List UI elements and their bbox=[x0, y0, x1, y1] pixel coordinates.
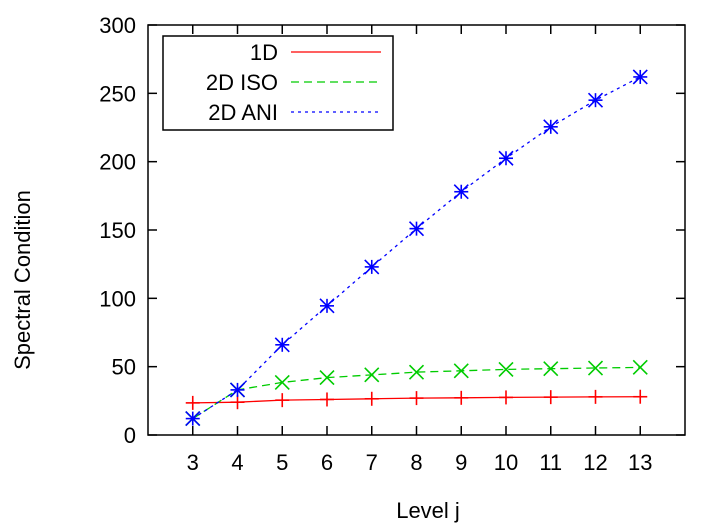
data-point bbox=[453, 184, 469, 200]
y-tick-label: 150 bbox=[99, 218, 136, 243]
data-point bbox=[319, 298, 335, 314]
data-point bbox=[587, 360, 604, 376]
legend-label: 1D bbox=[250, 40, 278, 65]
data-point bbox=[499, 390, 513, 405]
data-point bbox=[633, 389, 648, 404]
legend: 1D 2D ISO 2D ANI bbox=[162, 35, 394, 131]
data-point bbox=[185, 395, 200, 410]
data-point bbox=[408, 364, 425, 380]
legend-label: 2D ANI bbox=[208, 100, 278, 125]
x-tick-label: 11 bbox=[539, 450, 562, 475]
data-point bbox=[274, 374, 290, 390]
y-tick-label: 0 bbox=[124, 423, 136, 448]
legend-item: 2D ISO bbox=[206, 70, 381, 95]
data-point bbox=[274, 337, 290, 353]
legend-box bbox=[162, 35, 394, 131]
data-point bbox=[632, 69, 648, 85]
data-point bbox=[632, 359, 648, 375]
series-1d bbox=[185, 389, 648, 410]
x-tick-label: 12 bbox=[583, 450, 607, 475]
data-point bbox=[587, 92, 604, 108]
x-tick-label: 13 bbox=[628, 450, 652, 475]
data-point bbox=[588, 389, 603, 404]
data-point bbox=[230, 395, 245, 410]
x-tick-label: 6 bbox=[321, 450, 333, 475]
data-point bbox=[364, 391, 379, 406]
data-point bbox=[453, 363, 469, 379]
y-tick-label: 50 bbox=[112, 355, 136, 380]
x-tick-label: 7 bbox=[366, 450, 378, 475]
x-tick-label: 8 bbox=[410, 450, 422, 475]
data-point bbox=[543, 390, 558, 405]
x-tick-label: 5 bbox=[276, 450, 288, 475]
data-point bbox=[185, 411, 201, 427]
series-layer bbox=[185, 69, 648, 427]
y-tick-label: 250 bbox=[99, 81, 136, 106]
data-point bbox=[543, 119, 559, 135]
y-tick-label: 200 bbox=[99, 150, 136, 175]
data-point bbox=[408, 221, 425, 237]
x-tick-label: 4 bbox=[231, 450, 243, 475]
x-axis-title: Level j bbox=[396, 498, 460, 523]
legend-label: 2D ISO bbox=[206, 70, 278, 95]
x-tick-label: 3 bbox=[187, 450, 199, 475]
data-point bbox=[275, 393, 290, 408]
data-point bbox=[454, 390, 469, 405]
data-point bbox=[498, 150, 514, 166]
legend-item: 1D bbox=[250, 40, 381, 65]
data-point bbox=[319, 370, 335, 386]
series-line bbox=[192, 366, 641, 420]
axes-layer: 0 50 100 150 200 250 300 3 4 5 6 7 8 9 10 11 12 13 bbox=[99, 13, 686, 475]
y-tick-label: 100 bbox=[99, 286, 136, 311]
data-point bbox=[543, 361, 559, 377]
data-point bbox=[229, 382, 246, 398]
x-tick-label: 10 bbox=[494, 450, 518, 475]
data-point bbox=[364, 367, 380, 383]
data-point bbox=[364, 259, 380, 275]
data-point bbox=[498, 361, 514, 377]
data-point bbox=[409, 391, 424, 406]
legend-item: 2D ANI bbox=[208, 100, 381, 125]
y-axis-title: Spectral Condition bbox=[10, 190, 35, 370]
series-2d-ani bbox=[185, 69, 648, 427]
data-point bbox=[320, 392, 334, 407]
x-tick-label: 9 bbox=[455, 450, 467, 475]
y-tick-label: 300 bbox=[99, 13, 136, 38]
